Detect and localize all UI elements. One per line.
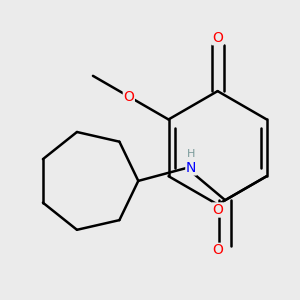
- Text: O: O: [212, 31, 223, 45]
- Text: N: N: [186, 161, 196, 175]
- Text: H: H: [187, 149, 195, 159]
- Text: O: O: [212, 243, 223, 257]
- Text: O: O: [123, 90, 134, 104]
- Text: O: O: [212, 203, 223, 217]
